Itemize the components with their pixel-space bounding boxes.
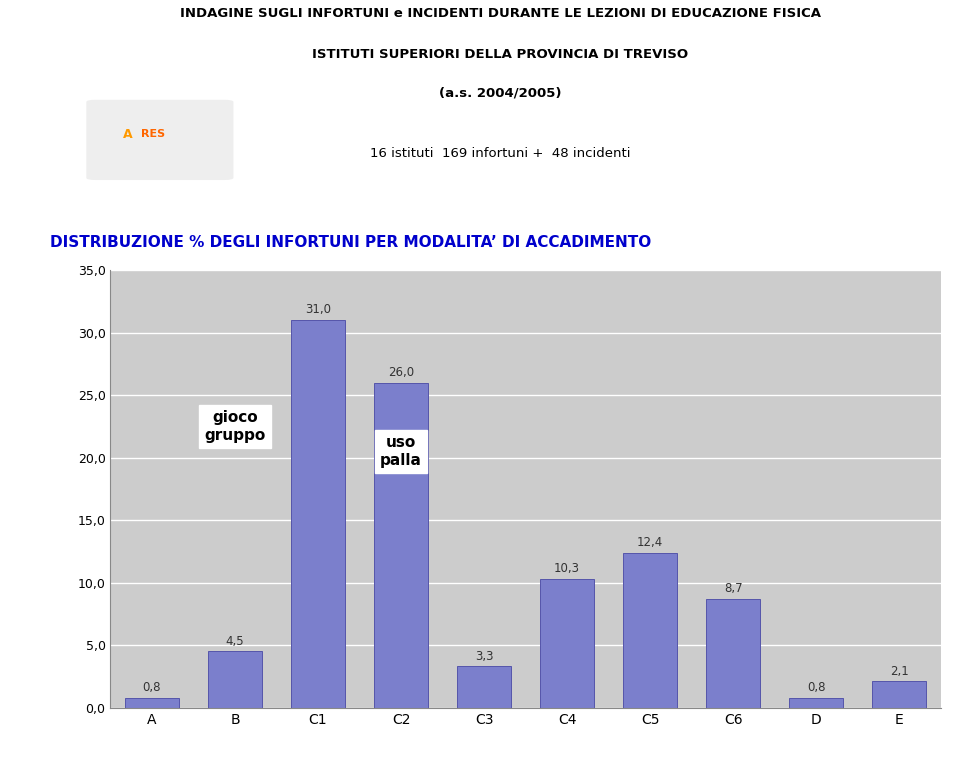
Text: 3,3: 3,3 <box>475 650 493 663</box>
Text: 26,0: 26,0 <box>388 366 414 379</box>
Bar <box>291 320 345 708</box>
Bar <box>540 579 594 708</box>
Text: 8,7: 8,7 <box>724 582 742 595</box>
Text: INFORTUNI A SCUOLA: INFORTUNI A SCUOLA <box>12 402 28 587</box>
Text: A: A <box>123 128 132 141</box>
Text: 10,3: 10,3 <box>554 562 580 575</box>
Text: ISTITUTI SUPERIORI DELLA PROVINCIA DI TREVISO: ISTITUTI SUPERIORI DELLA PROVINCIA DI TR… <box>312 48 688 61</box>
Text: 2,1: 2,1 <box>890 664 909 678</box>
Text: 16 istituti  169 infortuni +  48 incidenti: 16 istituti 169 infortuni + 48 incidenti <box>370 148 631 161</box>
Bar <box>125 698 179 708</box>
Bar <box>208 651 262 708</box>
Text: DISTRIBUZIONE % DEGLI INFORTUNI PER MODALITA’ DI ACCADIMENTO: DISTRIBUZIONE % DEGLI INFORTUNI PER MODA… <box>50 235 651 250</box>
Bar <box>707 599 760 708</box>
Text: 4,5: 4,5 <box>226 635 244 648</box>
Text: gioco
gruppo: gioco gruppo <box>204 410 266 443</box>
Bar <box>623 552 677 708</box>
Text: 0,8: 0,8 <box>807 681 826 694</box>
Text: RES: RES <box>141 129 166 139</box>
Text: INDAGINE SUGLI INFORTUNI e INCIDENTI DURANTE LE LEZIONI DI EDUCAZIONE FISICA: INDAGINE SUGLI INFORTUNI e INCIDENTI DUR… <box>180 7 821 20</box>
Bar <box>873 682 926 708</box>
FancyBboxPatch shape <box>86 100 233 180</box>
Text: 12,4: 12,4 <box>637 536 663 549</box>
Text: 0,8: 0,8 <box>143 681 161 694</box>
Bar <box>457 667 511 708</box>
Text: 31,0: 31,0 <box>305 304 331 317</box>
Bar <box>789 698 843 708</box>
Text: (a.s. 2004/2005): (a.s. 2004/2005) <box>439 87 562 100</box>
Text: uso
palla: uso palla <box>380 435 422 468</box>
Bar <box>374 383 428 708</box>
